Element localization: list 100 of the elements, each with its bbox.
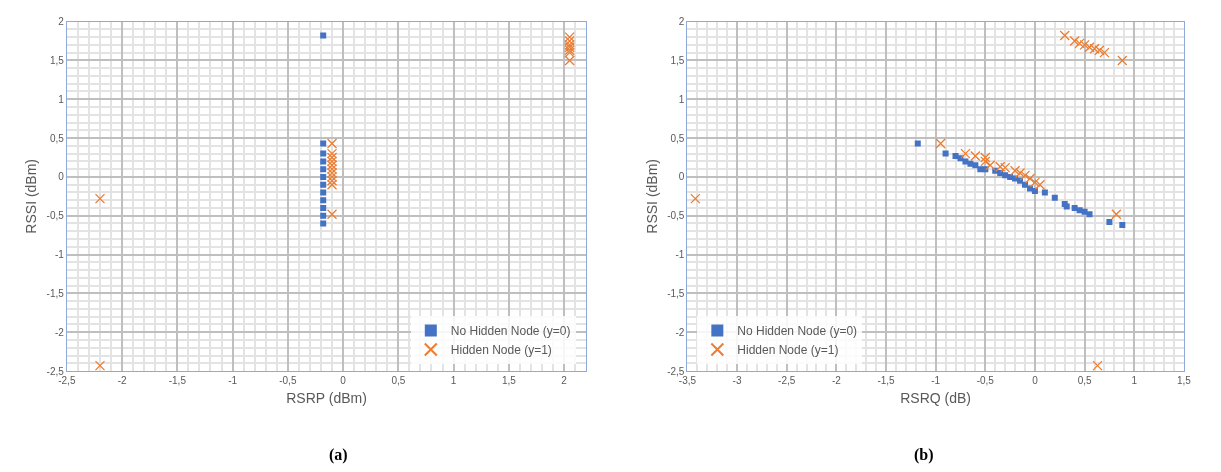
point: [1119, 222, 1126, 229]
point: [1034, 179, 1046, 190]
point: [914, 140, 921, 147]
x-tick-label: 2: [561, 375, 568, 387]
point: [962, 158, 969, 165]
y-tick-label: -1,5: [667, 287, 685, 299]
x-tick-label: 0: [1032, 375, 1039, 387]
point: [1069, 35, 1080, 47]
y-tick-label: 1: [678, 93, 685, 105]
point: [94, 360, 106, 371]
x-tick-label: -1: [931, 375, 941, 387]
point: [320, 204, 327, 211]
x-tick-label: 0: [340, 375, 347, 387]
point: [1024, 173, 1036, 184]
y-tick-label: -1: [675, 249, 685, 261]
text: (a): [329, 446, 348, 464]
x-tick-label: -1,5: [877, 375, 896, 387]
point: [326, 160, 338, 171]
x-tick-label: -1,5: [168, 375, 187, 387]
y-axis-title: RSSI (dBm): [643, 158, 660, 234]
y-tick-label: -2,5: [667, 365, 685, 377]
point: [980, 156, 991, 167]
x-tick-label: -0,5: [279, 375, 297, 387]
x-axis-title: RSRQ (dB): [900, 390, 972, 407]
y-tick-label: -2: [675, 326, 685, 338]
legend-label: Hidden Node (y=1): [737, 343, 839, 358]
point: [1086, 211, 1093, 218]
y-tick-label: 1: [58, 93, 65, 105]
y-tick-label: -0,5: [667, 210, 685, 222]
point: [1051, 194, 1058, 201]
point: [320, 212, 327, 219]
x-tick-label: 1: [450, 375, 457, 387]
point: [942, 150, 949, 157]
point: [320, 166, 327, 173]
x-tick-label: 1: [1131, 375, 1138, 387]
point: [320, 32, 327, 39]
point: [326, 167, 338, 179]
point: [564, 31, 575, 43]
point: [1099, 47, 1110, 58]
point: [326, 163, 338, 175]
point: [1092, 360, 1103, 371]
point: [320, 189, 327, 196]
point: [320, 197, 327, 204]
y-tick-label: 0,5: [49, 132, 65, 144]
x-tick-label: -1: [228, 375, 238, 387]
point: [935, 138, 946, 149]
x-tick-label: -0,5: [976, 375, 995, 387]
y-tick-label: 1,5: [49, 54, 65, 66]
point: [1019, 170, 1031, 181]
point: [326, 156, 338, 167]
y-tick-label: -2,5: [46, 365, 65, 377]
point: [972, 162, 979, 169]
point: [1089, 43, 1100, 54]
point: [1106, 218, 1113, 225]
y-tick-label: 1,5: [670, 54, 685, 66]
point: [1117, 55, 1128, 66]
point: [320, 150, 327, 157]
point: [564, 35, 575, 47]
legend-label: Hidden Node (y=1): [450, 343, 552, 358]
point: [1031, 187, 1038, 194]
x-tick-label: 0,5: [391, 375, 406, 387]
point: [326, 148, 338, 159]
y-tick-label: 2: [678, 16, 685, 28]
y-tick-label: 0: [678, 171, 685, 183]
point: [1059, 30, 1070, 41]
x-tick-label: -3,5: [678, 375, 697, 387]
point: [326, 152, 338, 163]
y-tick-label: -2: [54, 326, 65, 338]
x-tick-label: -2: [117, 375, 127, 387]
point: [1014, 167, 1026, 179]
x-tick-label: 1,5: [501, 375, 517, 387]
y-axis-title: RSSI (dBm): [23, 158, 40, 234]
point: [320, 220, 327, 227]
y-tick-label: -1: [54, 249, 65, 261]
point: [320, 181, 327, 188]
point: [1079, 39, 1090, 51]
point: [320, 140, 327, 147]
point: [326, 175, 338, 186]
text: (b): [914, 446, 934, 464]
point: [326, 171, 338, 183]
y-tick-label: 2: [58, 16, 65, 28]
x-tick-label: -3: [732, 375, 742, 387]
x-tick-label: 0,5: [1077, 375, 1092, 387]
y-tick-label: -0,5: [46, 210, 65, 222]
point: [94, 193, 106, 204]
point: [320, 173, 327, 180]
x-axis-title: RSRP (dBm): [286, 390, 367, 407]
point: [326, 209, 338, 220]
point: [564, 55, 575, 66]
legend-label: No Hidden Node (y=0): [737, 324, 858, 339]
point: [1029, 177, 1041, 188]
x-tick-label: -2: [831, 375, 842, 387]
point: [320, 158, 327, 165]
y-tick-label: -1,5: [46, 287, 65, 299]
point: [1111, 209, 1122, 220]
point: [690, 193, 701, 204]
y-tick-label: 0: [58, 171, 65, 183]
point: [1074, 38, 1085, 49]
y-tick-label: 0,5: [670, 132, 685, 144]
point: [326, 179, 338, 190]
